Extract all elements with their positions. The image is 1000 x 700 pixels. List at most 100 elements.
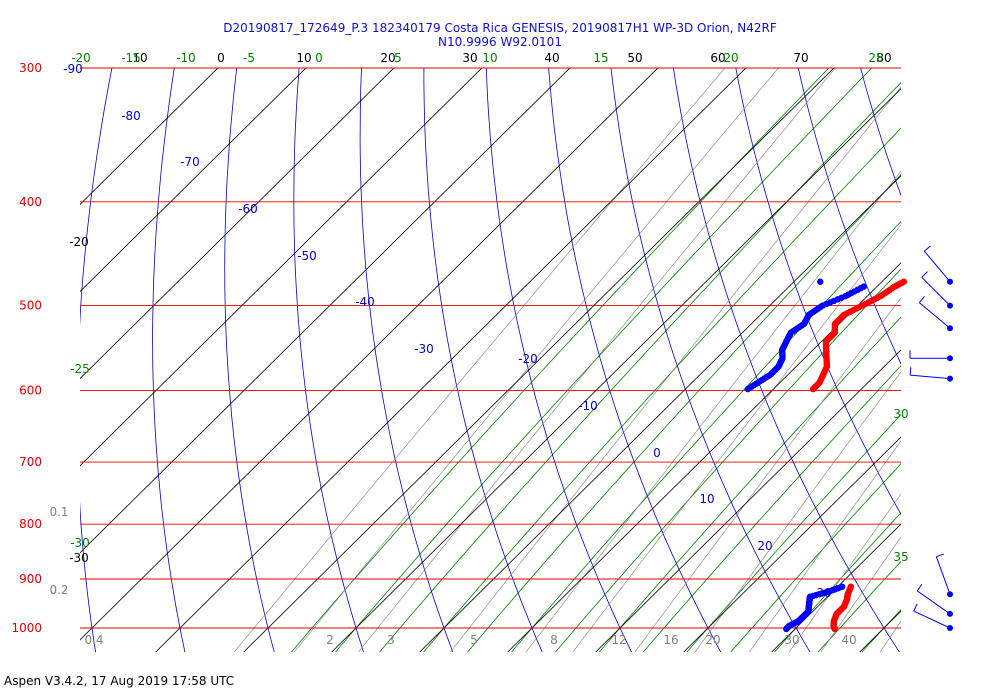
moist-adiabat-label: -10 (176, 51, 196, 65)
dry-adiabat-label: -40 (355, 295, 375, 309)
wind-barb (923, 245, 953, 285)
moist-adiabat-line (511, 220, 901, 652)
mixing-ratio-label: 12 (611, 633, 626, 647)
isotherm-line (419, 175, 901, 652)
dry-adiabat-line (918, 52, 1000, 655)
moist-adiabat-line (861, 609, 901, 652)
isotherm-line (80, 68, 219, 206)
isotherm-label: 80 (876, 51, 891, 65)
isotherm-line (945, 52, 1000, 655)
isotherm-label: -20 (69, 235, 89, 249)
isotherm-line (155, 68, 747, 652)
dry-adiabat-line (293, 68, 364, 652)
mixing-ratio-label: 0.1 (49, 505, 68, 519)
moist-adiabat-line (335, 68, 873, 652)
moist-adiabat-line (903, 52, 1000, 655)
wind-barbs (909, 245, 953, 631)
dry-adiabat-line (610, 68, 811, 652)
dry-adiabat-label: -60 (238, 202, 258, 216)
dry-adiabat-line (672, 68, 900, 652)
moist-adiabat-line (423, 127, 901, 652)
mixing-ratio-label: 2 (326, 633, 334, 647)
mixing-ratio-label: 3 (387, 633, 395, 647)
dry-adiabats (0, 52, 1000, 655)
dry-adiabat-line (860, 68, 901, 197)
moist-adiabat-label: -15 (121, 51, 141, 65)
dry-adiabat-line (423, 68, 543, 652)
mixing-ratio-label: 16 (663, 633, 678, 647)
mixing-ratio-label: 20 (705, 633, 720, 647)
footer-version: Aspen V3.4.2, 17 Aug 2019 17:58 UTC (4, 674, 235, 688)
moist-adiabat-line (290, 68, 830, 652)
dry-adiabat-line (735, 68, 901, 516)
moist-adiabat-line (817, 560, 901, 652)
dry-adiabat-line (224, 68, 275, 652)
dry-adiabat-line (0, 52, 53, 655)
isotherm-line (507, 262, 901, 652)
moist-adiabat-line (379, 81, 901, 652)
dry-adiabat-label: -30 (414, 342, 434, 356)
wind-barb (921, 271, 953, 309)
mixing-ratio-label: 8 (550, 633, 558, 647)
dry-adiabat-label: -80 (121, 109, 141, 123)
dry-adiabat-line (152, 68, 186, 652)
pressure-tick-label: 800 (19, 517, 42, 531)
moist-adiabat-line (554, 268, 901, 652)
mixing-ratio-line (749, 440, 901, 652)
isotherm-line (595, 349, 901, 652)
mixing-ratio-line (820, 536, 901, 652)
isotherm-label: 40 (544, 51, 559, 65)
pressure-tick-label: 600 (19, 383, 42, 397)
moist-adiabat-label: 30 (893, 407, 908, 421)
wind-barb (918, 296, 953, 332)
isotherm-label: 70 (793, 51, 808, 65)
mixing-ratio-line (694, 371, 901, 652)
moist-adiabat-line (774, 512, 901, 652)
dry-adiabat-label: -10 (578, 399, 598, 413)
pressure-tick-label: 900 (19, 572, 42, 586)
isotherm-label: 0 (217, 51, 225, 65)
dewpoint-point (744, 385, 751, 393)
isotherm-line (243, 68, 835, 652)
mixing-ratio-label: 0.2 (49, 583, 68, 597)
isotherm-line (683, 436, 901, 652)
isotherm-line (771, 523, 901, 652)
moist-adiabat-label: -25 (70, 362, 90, 376)
isotherm-label: 60 (710, 51, 725, 65)
mixing-ratio-line (788, 493, 901, 652)
moist-adiabat-label: 20 (723, 51, 738, 65)
mixing-ratio-label: 30 (784, 633, 799, 647)
isotherm-label: -30 (69, 551, 89, 565)
moist-adiabat-label: 25 (868, 51, 883, 65)
dry-adiabat-label: 30 (816, 586, 831, 600)
dry-adiabat-label: -70 (180, 155, 200, 169)
mixing-ratio-line (293, 68, 779, 652)
moist-adiabat-label: -30 (70, 536, 90, 550)
chart-title: D20190817_172649_P.3 182340179 Costa Ric… (0, 21, 1000, 49)
isotherm-line (331, 88, 901, 652)
isotherm-line (80, 68, 483, 467)
wind-barb (909, 350, 953, 362)
moist-adiabats (290, 52, 1000, 655)
wind-barb (913, 603, 953, 631)
mixing-ratio-line (358, 68, 836, 652)
dewpoint-point (783, 625, 790, 633)
pressure-tick-label: 1000 (11, 621, 42, 635)
moist-adiabat-line (946, 52, 1000, 655)
dry-adiabat-label: 0 (653, 446, 661, 460)
moist-adiabat-label: -5 (243, 51, 255, 65)
mixing-ratio-line (525, 170, 901, 652)
isotherm-label: 20 (380, 51, 395, 65)
pressure-tick-label: 700 (19, 455, 42, 469)
isotherm-line (80, 68, 571, 554)
isobars (80, 67, 901, 629)
isotherm-line (80, 68, 395, 380)
isotherm-label: 50 (627, 51, 642, 65)
moist-adiabat-line (467, 173, 901, 652)
moist-adiabat-label: 5 (394, 51, 402, 65)
dry-adiabat-label: -90 (63, 62, 83, 76)
dry-adiabat-line (548, 68, 722, 652)
moist-adiabat-label: 0 (315, 51, 323, 65)
